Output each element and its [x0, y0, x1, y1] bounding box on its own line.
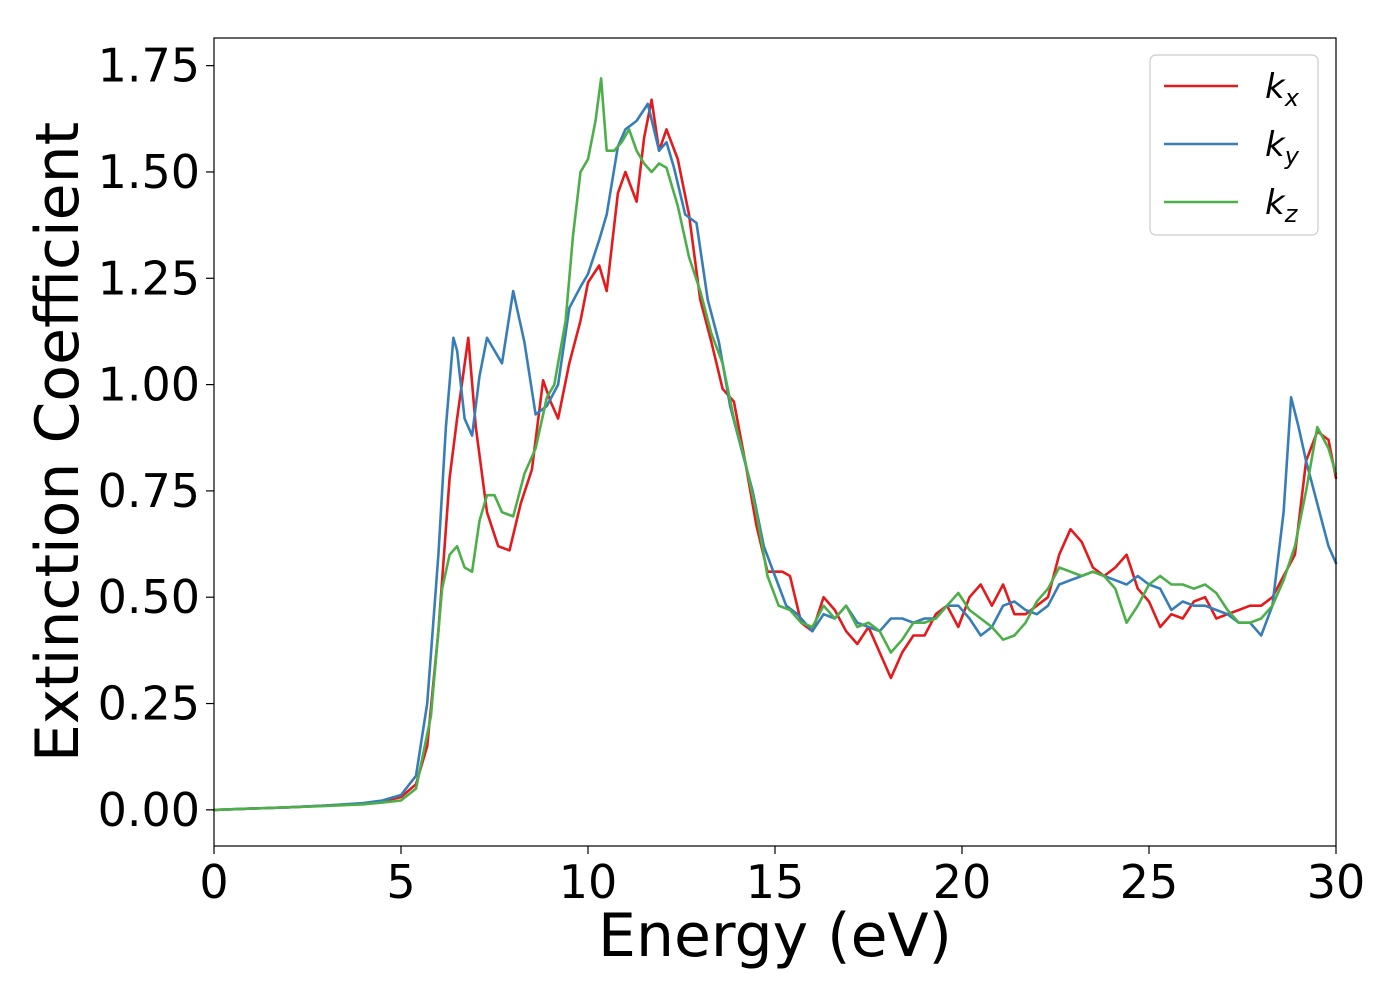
x-tick-label: 25	[1120, 855, 1179, 909]
series-line-kz	[212, 77, 1338, 812]
y-tick-label: 1.75	[98, 39, 200, 93]
legend-label-kx: kx	[1265, 67, 1300, 112]
legend: kx ky kz	[1149, 54, 1319, 236]
x-tick-label: 20	[933, 855, 992, 909]
y-tick-label: 1.25	[98, 251, 200, 305]
x-tick-label: 5	[386, 855, 415, 909]
x-tick-label: 0	[199, 855, 228, 909]
y-tick-label: 1.00	[98, 358, 200, 412]
x-axis: 0 5 10 15 20 25 30	[199, 846, 1365, 909]
y-tick-label: 0.00	[98, 783, 200, 837]
y-tick-label: 0.50	[98, 570, 200, 624]
x-tick-label: 15	[746, 855, 805, 909]
legend-label-kz: kz	[1265, 183, 1299, 228]
y-tick-label: 0.75	[98, 464, 200, 518]
y-tick-label: 1.50	[98, 145, 200, 199]
y-tick-label: 0.25	[98, 677, 200, 731]
y-axis: 0.00 0.25 0.50 0.75 1.00 1.25 1.50 1.75	[98, 39, 214, 837]
series-layer	[212, 77, 1338, 812]
y-axis-title: Extinction Coefficient	[23, 122, 93, 762]
x-tick-label: 30	[1307, 855, 1366, 909]
series-line-ky	[212, 102, 1338, 812]
x-tick-label: 10	[559, 855, 618, 909]
x-axis-title: Energy (eV)	[598, 901, 952, 971]
legend-label-ky: ky	[1265, 125, 1300, 170]
